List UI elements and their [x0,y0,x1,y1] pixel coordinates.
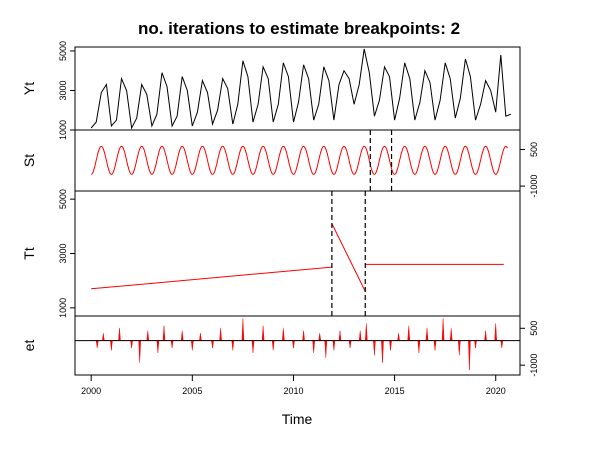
panel-et-content [75,318,520,371]
x-tick-label: 2015 [385,386,405,396]
y-tick-label-right: -1000 [529,175,539,198]
panel-St-frame [74,129,521,192]
y-tick-label-left: 5000 [58,189,68,209]
panel-Tt-content [91,191,504,316]
panel-St-content [91,130,508,191]
panel-et: -1000 500 et [21,315,539,377]
x-tick-label: 2010 [283,386,303,396]
y-tick-label-right: 500 [529,321,539,336]
x-axis-label: Time [282,411,313,427]
x-tick-label: 2005 [182,386,202,396]
panel-Yt: 1000 3000 5000 Yt [21,41,521,140]
y-axis-label-Yt: Yt [21,82,37,95]
y-tick-label-left: 5000 [58,41,68,61]
y-axis-label-et: et [21,340,37,352]
panels-group: 1000 3000 5000 Yt -1000 500 St 1000 3000 5000 Tt -1… [21,41,539,377]
y-tick-label-left: 1000 [58,120,68,140]
y-tick-label-left: 1000 [58,298,68,318]
x-tick-label: 2000 [81,386,101,396]
panel-St: -1000 500 St [21,129,539,198]
y-axis-label-Tt: Tt [21,247,37,260]
trend-segment-1 [91,266,332,290]
residual-area [91,318,506,371]
chart-title: no. iterations to estimate breakpoints: … [138,19,460,38]
seasonal-line [91,145,508,175]
y-tick-label-left: 3000 [58,80,68,100]
y-tick-label-right: -1000 [529,354,539,377]
panel-et-frame [74,315,521,376]
y-axis-label-St: St [21,154,37,167]
trend-segment-2 [331,223,366,292]
panel-Yt-frame [74,46,521,131]
series-line-Yt [90,48,512,130]
y-tick-label-right: 500 [529,142,539,157]
x-tick-label: 2020 [486,386,506,396]
y-tick-label-left: 3000 [58,243,68,263]
panel-Yt-content [90,48,512,130]
panel-Tt: 1000 3000 5000 Tt [21,189,521,318]
x-axis: 2000 2005 2010 2015 2020 [81,375,506,396]
panel-Tt-frame [74,190,521,317]
